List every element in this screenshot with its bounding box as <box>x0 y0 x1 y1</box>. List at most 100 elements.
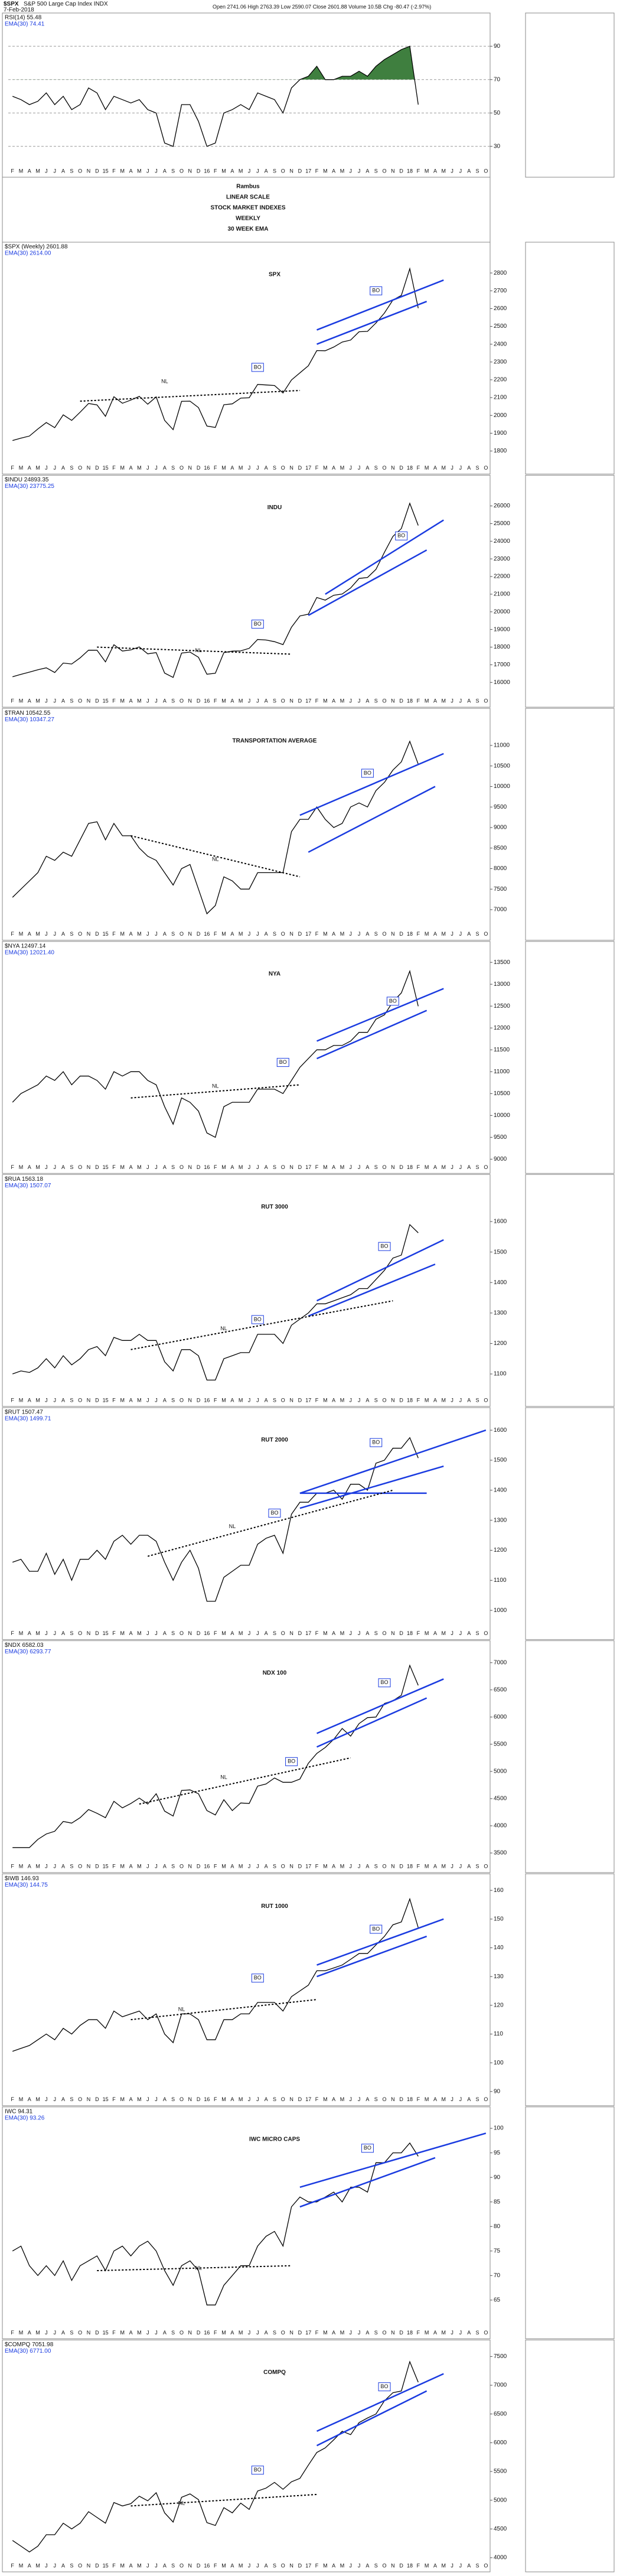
x-tick-label: M <box>137 698 142 704</box>
x-tick-label: F <box>11 1864 14 1870</box>
x-tick-label: O <box>281 1630 285 1636</box>
x-tick-label: A <box>332 1864 335 1870</box>
x-tick-label: J <box>155 1864 158 1870</box>
x-tick-label: J <box>53 465 56 471</box>
x-tick-label: F <box>112 168 116 174</box>
x-tick-label: D <box>298 2096 302 2102</box>
x-tick-label: A <box>265 1397 268 1403</box>
x-tick-label: M <box>239 698 243 704</box>
x-tick-label: J <box>256 168 259 174</box>
x-tick-label: J <box>248 2562 251 2568</box>
x-tick-label: A <box>433 1397 437 1403</box>
mini-panel-frame <box>525 2106 615 2339</box>
x-tick-label: J <box>358 465 361 471</box>
y-tick-label: 11000 <box>494 742 510 749</box>
panel-title: RUT 3000 <box>261 1204 288 1210</box>
x-tick-label: M <box>221 931 226 937</box>
x-tick-label: M <box>120 2096 125 2102</box>
x-tick-label: J <box>451 931 453 937</box>
legend: $NDX 6582.03 <box>5 1642 44 1649</box>
y-tick-label: 26000 <box>494 503 510 509</box>
y-tick-label: 7500 <box>494 2353 507 2360</box>
x-tick-label: M <box>19 931 24 937</box>
x-tick-label: F <box>11 1397 14 1403</box>
x-tick-label: A <box>366 1630 369 1636</box>
x-tick-label: N <box>289 168 293 174</box>
x-tick-label: N <box>188 698 192 704</box>
x-tick-label: A <box>230 698 234 704</box>
x-tick-label: F <box>315 168 319 174</box>
x-tick-label: O <box>484 698 488 704</box>
x-tick-label: N <box>289 931 293 937</box>
mini-panel-frame <box>525 242 615 475</box>
y-tick-label: 1500 <box>494 1249 507 1255</box>
x-tick-label: D <box>95 1864 99 1870</box>
x-tick-label: O <box>281 931 285 937</box>
x-tick-label: A <box>332 1397 335 1403</box>
x-tick-label: N <box>87 2562 91 2568</box>
x-tick-label: S <box>171 1630 175 1636</box>
x-tick-label: D <box>298 1164 302 1170</box>
x-tick-label: O <box>484 1164 488 1170</box>
x-tick-label: S <box>374 931 378 937</box>
x-tick-label: J <box>256 1630 259 1636</box>
x-tick-label: M <box>442 1397 446 1403</box>
annotation: NL <box>212 1083 219 1089</box>
x-tick-label: A <box>433 2330 437 2336</box>
x-tick-label: A <box>163 1397 167 1403</box>
annotation-box <box>285 1757 298 1766</box>
x-tick-label: A <box>230 1397 234 1403</box>
x-tick-label: M <box>221 2096 226 2102</box>
x-tick-label: J <box>350 2330 353 2336</box>
x-tick-label: N <box>391 2562 395 2568</box>
x-tick-label: M <box>442 465 446 471</box>
x-tick-label: S <box>273 2330 276 2336</box>
y-tick-label: 2100 <box>494 395 507 401</box>
x-tick-label: M <box>19 2562 24 2568</box>
x-tick-label: M <box>221 698 226 704</box>
x-tick-label: F <box>11 168 14 174</box>
x-tick-label: O <box>78 1397 82 1403</box>
x-tick-label: F <box>112 931 116 937</box>
x-tick-label: A <box>28 931 31 937</box>
annotation: BO <box>288 1758 295 1764</box>
x-tick-label: A <box>61 1397 65 1403</box>
y-tick-label: 1000 <box>494 1607 507 1614</box>
trendline <box>130 1300 393 1350</box>
y-tick-label: 50 <box>494 110 501 116</box>
x-tick-label: S <box>374 2330 378 2336</box>
x-tick-label: M <box>137 1630 142 1636</box>
x-tick-label: F <box>315 1864 319 1870</box>
x-tick-label: F <box>417 1630 420 1636</box>
x-tick-label: N <box>87 2096 91 2102</box>
x-tick-label: S <box>374 698 378 704</box>
x-tick-label: D <box>197 2330 201 2336</box>
x-tick-label: A <box>265 168 268 174</box>
y-tick-label: 10000 <box>494 783 510 790</box>
x-tick-label: J <box>459 465 462 471</box>
x-tick-label: S <box>273 465 276 471</box>
x-tick-label: A <box>332 465 335 471</box>
x-tick-label: F <box>214 698 217 704</box>
x-tick-label: M <box>19 1864 24 1870</box>
x-tick-label: A <box>163 465 167 471</box>
x-tick-label: M <box>323 1397 328 1403</box>
x-tick-label: D <box>399 1397 403 1403</box>
x-tick-label: 17 <box>305 1397 311 1403</box>
x-tick-label: N <box>87 1397 91 1403</box>
x-tick-label: J <box>146 698 149 704</box>
x-tick-label: J <box>45 1864 48 1870</box>
x-tick-label: M <box>137 2330 142 2336</box>
x-tick-label: S <box>476 1164 479 1170</box>
annotation: BO <box>372 1440 380 1445</box>
x-tick-label: J <box>248 1630 251 1636</box>
x-tick-label: O <box>180 1864 184 1870</box>
x-tick-label: M <box>120 1397 125 1403</box>
x-tick-label: F <box>417 1164 420 1170</box>
x-tick-label: S <box>70 2330 73 2336</box>
x-tick-label: 18 <box>407 1630 413 1636</box>
panel-frame <box>2 2106 491 2339</box>
x-tick-label: J <box>45 1630 48 1636</box>
x-tick-label: J <box>53 168 56 174</box>
x-tick-label: A <box>332 168 335 174</box>
